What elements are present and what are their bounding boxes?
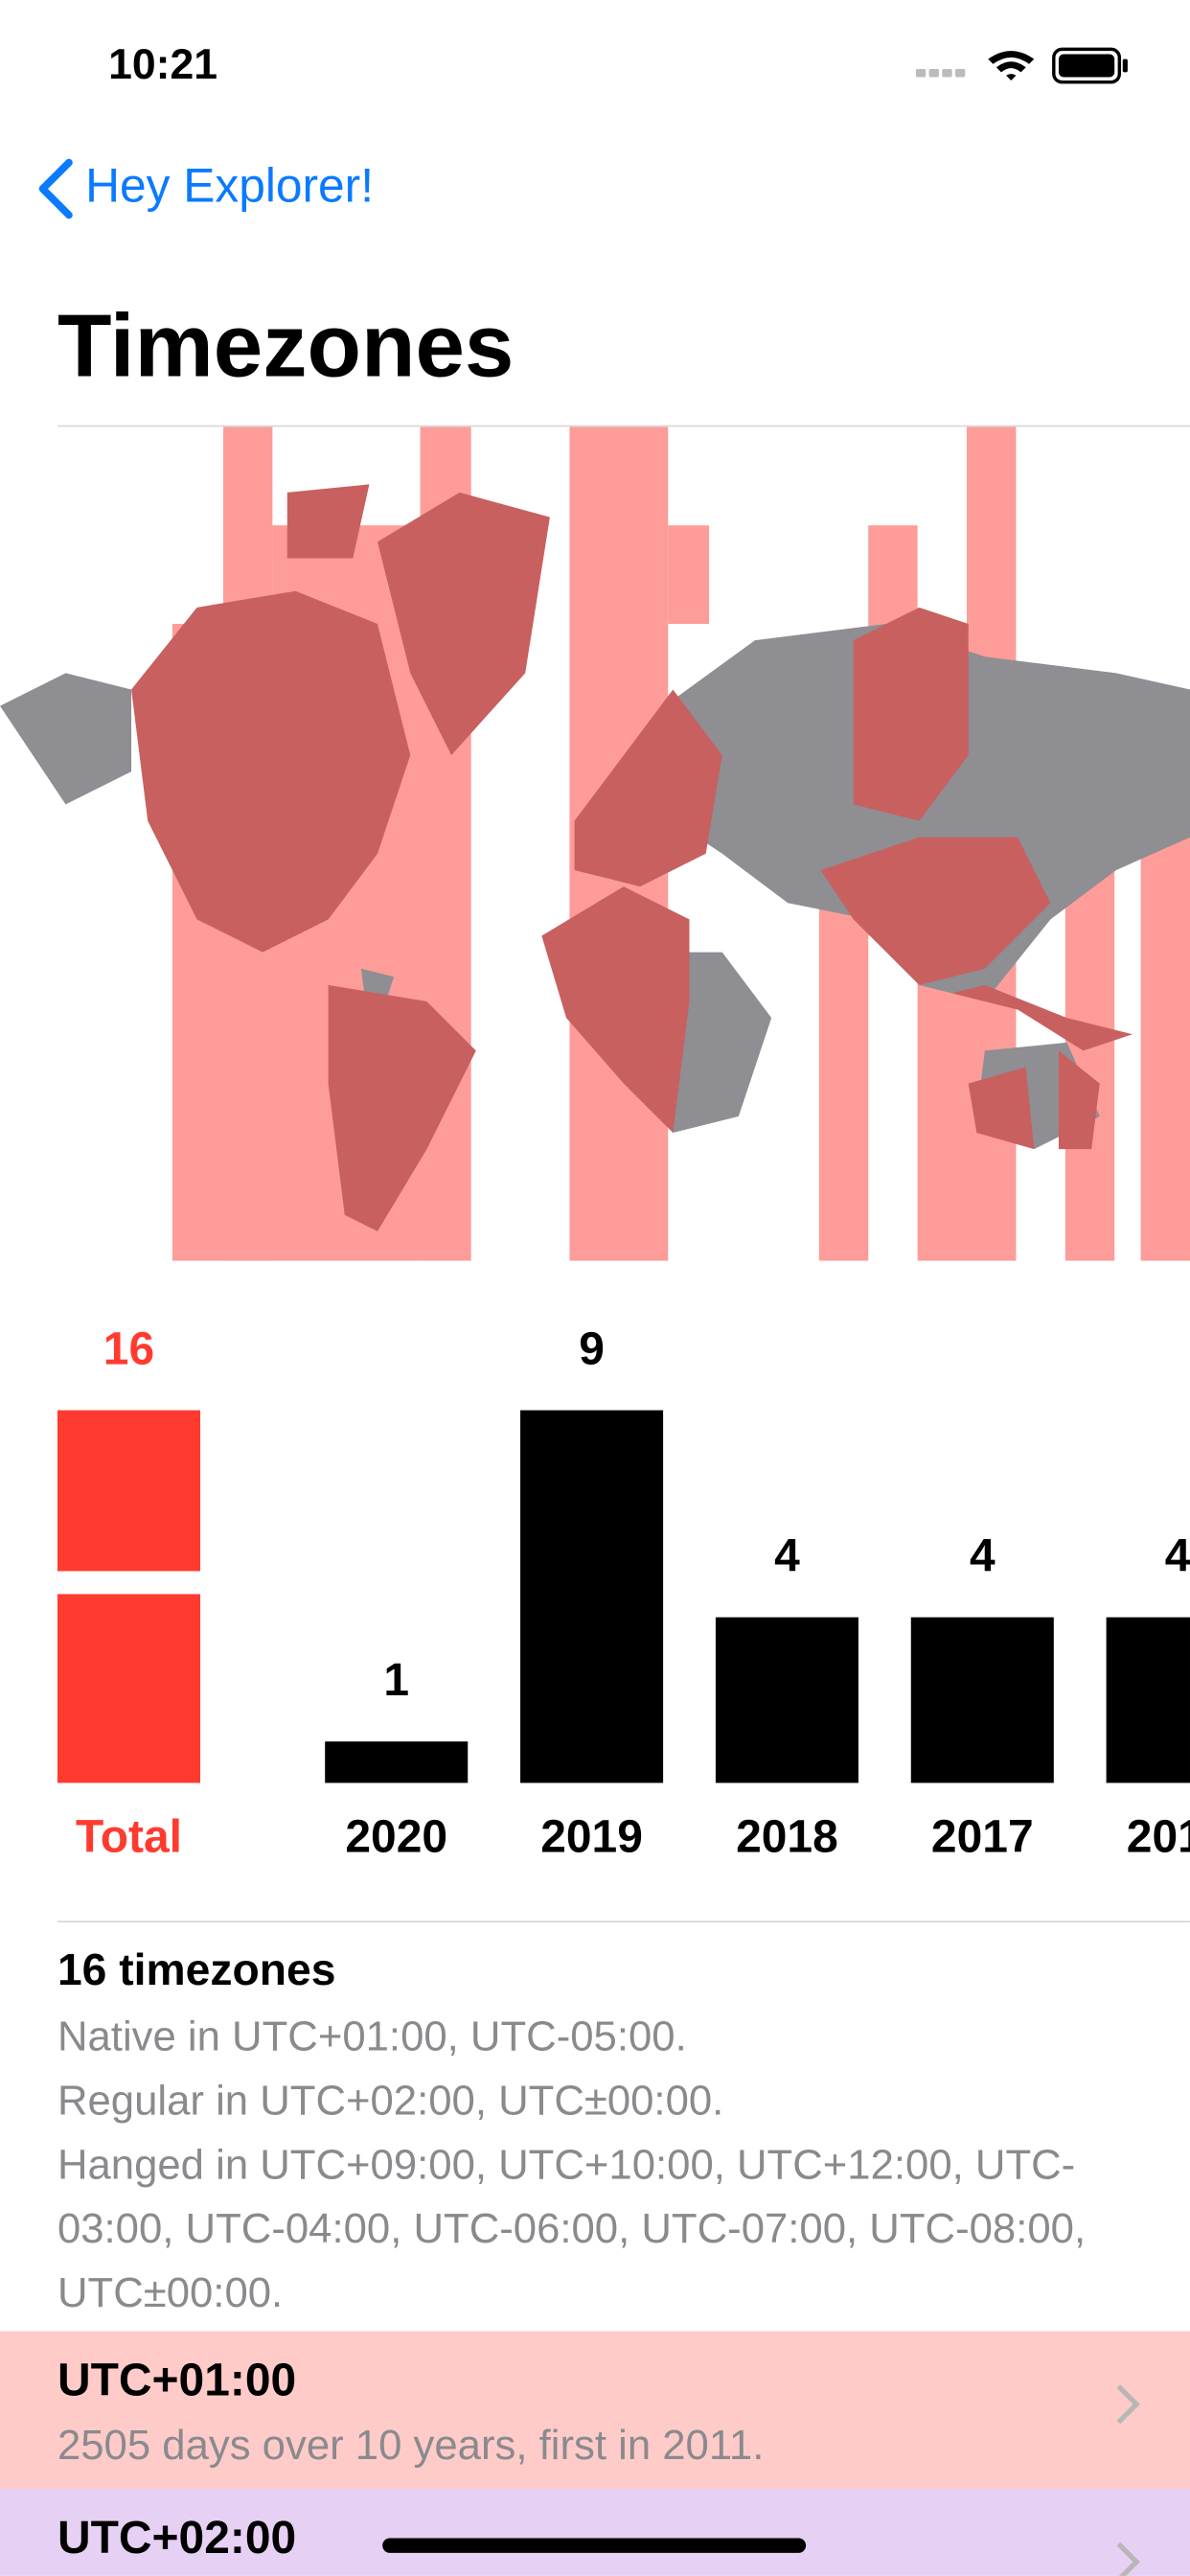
summary-title: 16 timezones (57, 1945, 336, 1995)
back-chevron[interactable] (33, 157, 76, 223)
value-label: 4 (970, 1531, 995, 1582)
divider (57, 1920, 1190, 1923)
value-label: 16 (103, 1324, 154, 1375)
category-label: 2020 (345, 1811, 447, 1862)
summary-lines: Native in UTC+01:00, UTC-05:00. Regular i… (57, 2006, 1108, 2326)
category-label: 2019 (540, 1811, 643, 1862)
row-title: UTC+01:00 (57, 2354, 297, 2405)
summary-line: Native in UTC+01:00, UTC-05:00. (57, 2013, 687, 2060)
bar (57, 1410, 200, 1783)
category-label: 2017 (931, 1811, 1034, 1862)
row-title: UTC+02:00 (57, 2512, 297, 2564)
category-label: 2018 (736, 1811, 838, 1862)
status-icons (915, 47, 1128, 84)
chevron (1100, 2384, 1140, 2425)
timezone-row[interactable]: UTC+01:00 2505 days over 10 years, first … (0, 2331, 1190, 2490)
value-label: 9 (579, 1324, 605, 1375)
bar (715, 1617, 858, 1783)
bar (325, 1741, 469, 1783)
divider (57, 425, 1190, 427)
timezone-row[interactable]: UTC+02:00 (0, 2489, 1190, 2576)
bar (1106, 1617, 1190, 1783)
bar-separator (57, 1571, 200, 1595)
row-subtitle: 2505 days over 10 years, first in 2011. (57, 2423, 765, 2470)
world-map (0, 426, 1190, 1261)
summary-line: Hanged in UTC+09:00, UTC+10:00, UTC+12:0… (57, 2142, 1087, 2317)
summary-line: Regular in UTC+02:00, UTC±00:00. (57, 2078, 724, 2125)
status-time: 10:21 (108, 39, 217, 89)
value-label: 1 (383, 1655, 409, 1706)
value-label: 4 (774, 1531, 800, 1582)
page-title: Timezones (57, 297, 515, 396)
home-indicator (382, 2538, 807, 2553)
back-button[interactable]: Hey Explorer! (85, 160, 375, 214)
value-label: 4 (1165, 1531, 1190, 1582)
chevron (1100, 2542, 1140, 2576)
category-label: Total (76, 1811, 182, 1862)
bar (910, 1617, 1054, 1783)
bar (520, 1410, 664, 1783)
